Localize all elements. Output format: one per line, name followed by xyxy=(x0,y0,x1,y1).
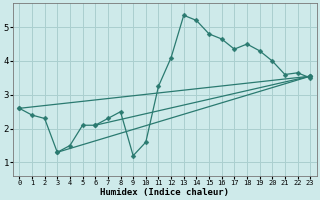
X-axis label: Humidex (Indice chaleur): Humidex (Indice chaleur) xyxy=(100,188,229,197)
